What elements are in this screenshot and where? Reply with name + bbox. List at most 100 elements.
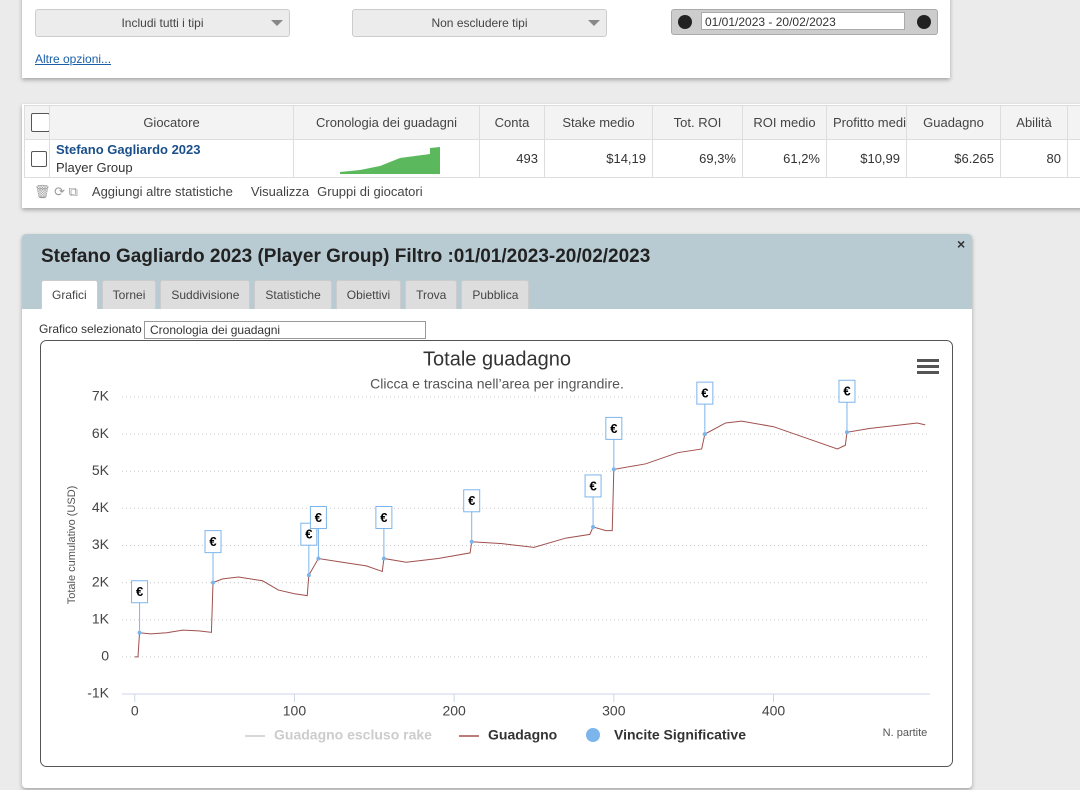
chart: Totale guadagno Clicca e trascina nell’a… [40, 340, 953, 767]
sparkline [340, 146, 440, 174]
tab[interactable]: Tornei [101, 280, 157, 309]
flag-label: € [589, 478, 596, 493]
flag-label: € [468, 493, 475, 508]
column-header[interactable]: Abilità [1000, 105, 1068, 140]
tab[interactable]: Trova [405, 280, 458, 309]
significant-win [611, 467, 616, 472]
flag [204, 530, 222, 554]
next-button[interactable] [917, 15, 931, 29]
stat-cell: 69,3% [652, 139, 743, 178]
column-header[interactable]: Cronologia dei guadagni [293, 105, 480, 140]
stat-cell: $14,19 [544, 139, 653, 178]
column-header[interactable]: Tot. ROI [652, 105, 743, 140]
flag-label: € [380, 510, 387, 525]
column-header[interactable]: Guadagno [906, 105, 1001, 140]
sparkline-cell [293, 139, 480, 178]
flag-label: € [701, 386, 708, 401]
tab-bar: Grafici Tornei Suddivisione Statistiche Obie… [41, 280, 533, 309]
flag [838, 379, 856, 403]
x-tick-label: 200 [442, 703, 466, 719]
prev-button[interactable] [678, 15, 692, 29]
column-header[interactable]: Profitto medio [826, 105, 907, 140]
legend-symbol [586, 728, 600, 742]
flag [696, 381, 714, 405]
tab[interactable]: Grafici [41, 280, 98, 309]
flag [463, 489, 481, 513]
significant-win [211, 580, 216, 585]
stat-cell: $6.265 [906, 139, 1001, 178]
significant-win [702, 432, 707, 437]
x-tick-label: 300 [602, 703, 626, 719]
include-dropdown[interactable]: Includi tutti i tipi [35, 9, 290, 37]
column-header-empty [1067, 105, 1080, 140]
y-tick-label: 6K [92, 425, 110, 441]
exclude-dropdown[interactable]: Non escludere tipi [352, 9, 607, 37]
x-tick-label: 0 [131, 703, 139, 719]
y-axis-label: Totale cumulativo (USD) [66, 486, 78, 605]
x-tick-label: 400 [762, 703, 786, 719]
y-tick-label: 4K [92, 499, 110, 515]
column-header[interactable]: Giocatore [49, 105, 294, 140]
stats-table-panel: Giocatore Cronologia dei guadagni Conta Sta… [22, 104, 1080, 208]
add-stats-button[interactable]: Aggiungi altre statistiche [91, 184, 233, 199]
y-tick-label: -1K [87, 685, 109, 701]
close-button[interactable]: × [957, 236, 966, 252]
stat-cell-empty [1067, 139, 1080, 178]
date-input[interactable]: 01/01/2023 - 20/02/2023 [701, 12, 905, 30]
menu-button[interactable] [917, 359, 939, 374]
groups-button[interactable]: Gruppi di giocatori [317, 184, 423, 199]
flag [584, 474, 602, 498]
flag-label: € [843, 384, 850, 399]
tab[interactable]: Pubblica [461, 280, 530, 309]
flag [131, 580, 149, 604]
y-tick-label: 5K [92, 462, 110, 478]
row-checkbox[interactable] [24, 139, 50, 178]
significant-win [316, 556, 321, 561]
x-axis-label: N. partite [883, 727, 928, 739]
x-tick-label: 100 [283, 703, 307, 719]
y-tick-label: 3K [92, 536, 110, 552]
legend-label[interactable]: Guadagno escluso rake [274, 727, 432, 743]
player-group: Player Group [56, 159, 133, 175]
column-header[interactable]: ROI medio [742, 105, 827, 140]
select-all[interactable] [24, 105, 50, 140]
significant-win [844, 430, 849, 435]
column-header[interactable]: Stake medio [544, 105, 653, 140]
flag-label: € [305, 527, 312, 542]
significant-win [306, 573, 311, 578]
stat-cell: 61,2% [742, 139, 827, 178]
date-picker: 01/01/2023 - 20/02/2023 [671, 9, 938, 35]
flag-label: € [209, 534, 216, 549]
y-tick-label: 2K [92, 573, 110, 589]
column-header[interactable]: Conta [479, 105, 545, 140]
filter-panel: Includi tutti i tipi Non escludere tipi … [22, 0, 950, 78]
significant-win [381, 556, 386, 561]
panel-title: Stefano Gagliardo 2023 (Player Group) Fi… [41, 246, 651, 267]
flag-label: € [610, 421, 617, 436]
flag [375, 505, 393, 529]
tab[interactable]: Obiettivi [335, 280, 402, 309]
significant-win [137, 630, 142, 635]
significant-win [591, 524, 596, 529]
more-options-link[interactable]: Altre opzioni... [35, 52, 112, 66]
y-tick-label: 7K [92, 388, 110, 404]
flag-label: € [315, 510, 322, 525]
toolbar: 🗑 ⟳ ⧉ Aggiungi altre statistiche Visuali… [34, 184, 423, 199]
stats-table: Giocatore Cronologia dei guadagni Conta Sta… [24, 105, 1080, 178]
legend-label[interactable]: Vincite Significative [614, 727, 746, 743]
y-tick-label: 0 [101, 648, 109, 664]
chart-select[interactable]: Cronologia dei guadagni [144, 321, 426, 339]
stat-cell: 80 [1000, 139, 1068, 178]
legend-label[interactable]: Guadagno [488, 727, 557, 743]
player-name[interactable]: Stefano Gagliardo 2023 [56, 141, 201, 157]
tab[interactable]: Statistiche [254, 280, 332, 309]
flag [605, 416, 623, 440]
y-tick-label: 1K [92, 610, 110, 626]
stat-cell: $10,99 [826, 139, 907, 178]
chart-frame [40, 340, 953, 767]
view-button[interactable]: Visualizza [250, 184, 310, 199]
flag [309, 505, 327, 529]
tab[interactable]: Suddivisione [160, 280, 251, 309]
flag-label: € [136, 584, 143, 599]
